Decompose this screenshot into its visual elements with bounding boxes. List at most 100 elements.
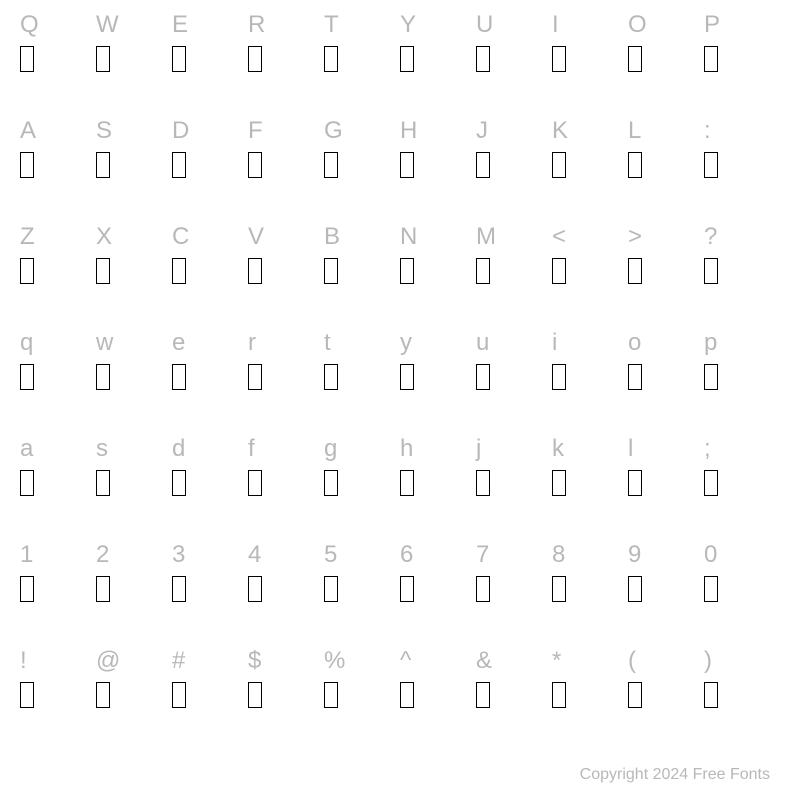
char-label: % <box>324 646 345 676</box>
char-label: 5 <box>324 540 337 570</box>
glyph-box <box>248 364 262 390</box>
char-cell: f <box>248 434 324 540</box>
char-cell: 6 <box>400 540 476 646</box>
char-label: ? <box>704 222 717 252</box>
char-cell: u <box>476 328 552 434</box>
char-label: $ <box>248 646 261 676</box>
glyph-box <box>248 682 262 708</box>
char-cell: h <box>400 434 476 540</box>
char-cell: < <box>552 222 628 328</box>
glyph-box <box>400 258 414 284</box>
char-label: # <box>172 646 185 676</box>
char-label: R <box>248 10 265 40</box>
char-label: t <box>324 328 331 358</box>
char-cell: l <box>628 434 704 540</box>
char-label: i <box>552 328 557 358</box>
char-label: g <box>324 434 337 464</box>
glyph-box <box>20 258 34 284</box>
char-label: 1 <box>20 540 33 570</box>
glyph-box <box>476 682 490 708</box>
char-cell: > <box>628 222 704 328</box>
char-cell: d <box>172 434 248 540</box>
char-cell: a <box>20 434 96 540</box>
char-label: d <box>172 434 185 464</box>
char-label: a <box>20 434 33 464</box>
char-label: o <box>628 328 641 358</box>
char-cell: g <box>324 434 400 540</box>
glyph-box <box>476 258 490 284</box>
glyph-box <box>96 576 110 602</box>
char-cell: 7 <box>476 540 552 646</box>
glyph-box <box>248 576 262 602</box>
char-cell: K <box>552 116 628 222</box>
char-label: P <box>704 10 720 40</box>
glyph-box <box>704 576 718 602</box>
char-label: 0 <box>704 540 717 570</box>
char-label: 9 <box>628 540 641 570</box>
glyph-box <box>552 46 566 72</box>
glyph-box <box>172 364 186 390</box>
glyph-box <box>476 576 490 602</box>
char-label: Z <box>20 222 35 252</box>
char-cell: 3 <box>172 540 248 646</box>
glyph-box <box>324 152 338 178</box>
char-cell: E <box>172 10 248 116</box>
char-cell: ! <box>20 646 96 752</box>
char-cell: I <box>552 10 628 116</box>
glyph-box <box>704 682 718 708</box>
glyph-box <box>20 576 34 602</box>
char-label: D <box>172 116 189 146</box>
char-cell: C <box>172 222 248 328</box>
glyph-box <box>248 152 262 178</box>
glyph-box <box>96 46 110 72</box>
glyph-box <box>628 364 642 390</box>
char-cell: ) <box>704 646 780 752</box>
char-label: k <box>552 434 564 464</box>
char-cell: & <box>476 646 552 752</box>
glyph-box <box>552 258 566 284</box>
glyph-box <box>96 258 110 284</box>
char-label: e <box>172 328 185 358</box>
char-cell: 2 <box>96 540 172 646</box>
char-cell: T <box>324 10 400 116</box>
char-cell: % <box>324 646 400 752</box>
glyph-box <box>552 364 566 390</box>
char-label: > <box>628 222 642 252</box>
char-label: K <box>552 116 568 146</box>
char-label: @ <box>96 646 120 676</box>
char-label: q <box>20 328 33 358</box>
char-cell: W <box>96 10 172 116</box>
char-label: 3 <box>172 540 185 570</box>
char-cell: Z <box>20 222 96 328</box>
glyph-box <box>324 364 338 390</box>
char-cell: s <box>96 434 172 540</box>
char-label: s <box>96 434 108 464</box>
char-label: W <box>96 10 119 40</box>
char-label: M <box>476 222 496 252</box>
char-cell: B <box>324 222 400 328</box>
char-cell: H <box>400 116 476 222</box>
char-label: j <box>476 434 481 464</box>
char-cell: i <box>552 328 628 434</box>
glyph-box <box>96 364 110 390</box>
char-label: H <box>400 116 417 146</box>
glyph-box <box>552 576 566 602</box>
char-label: S <box>96 116 112 146</box>
char-cell: 0 <box>704 540 780 646</box>
char-cell: ^ <box>400 646 476 752</box>
char-cell: A <box>20 116 96 222</box>
glyph-box <box>20 364 34 390</box>
glyph-box <box>552 682 566 708</box>
char-label: ! <box>20 646 27 676</box>
char-label: y <box>400 328 412 358</box>
char-cell: 1 <box>20 540 96 646</box>
glyph-box <box>20 46 34 72</box>
glyph-box <box>628 46 642 72</box>
char-label: * <box>552 646 561 676</box>
char-cell: N <box>400 222 476 328</box>
char-label: N <box>400 222 417 252</box>
glyph-box <box>552 152 566 178</box>
char-cell: L <box>628 116 704 222</box>
glyph-box <box>248 470 262 496</box>
char-label: r <box>248 328 256 358</box>
